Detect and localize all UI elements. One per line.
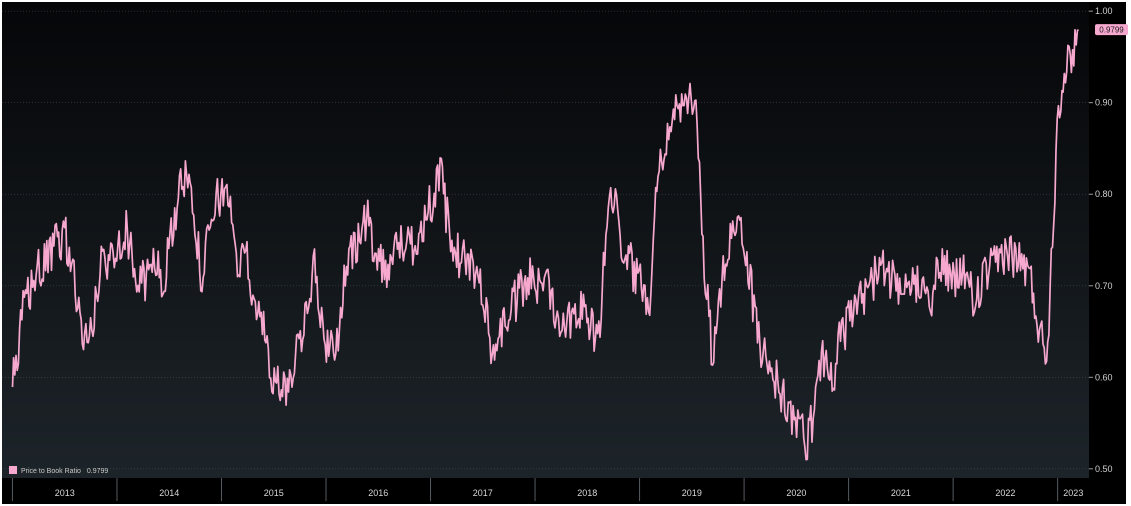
x-axis-background — [2, 478, 1126, 504]
x-axis: 2013 2014 2015 2016 2017 2018 2019 2020 2021 2022… — [11, 478, 1083, 501]
x-tick-label: 2015 — [264, 488, 284, 498]
y-tick-label: 1.00 — [1095, 6, 1113, 16]
y-axis-background — [1089, 2, 1126, 478]
y-tick-label: 0.60 — [1095, 372, 1113, 382]
x-tick-label: 2023 — [1063, 488, 1083, 498]
y-axis: 0.50 0.60 0.70 0.80 0.90 1.00 — [1089, 6, 1113, 474]
grid-lines — [2, 10, 1089, 470]
series-group — [11, 28, 1080, 461]
x-tick-label: 2017 — [473, 488, 493, 498]
legend-swatch — [9, 466, 17, 474]
x-tick-label: 2016 — [368, 488, 388, 498]
legend-series-value: 0.9799 — [87, 468, 109, 475]
y-tick-label: 0.80 — [1095, 189, 1113, 199]
last-value-marker: 0.9799 — [1095, 24, 1128, 36]
x-tick-label: 2020 — [786, 488, 806, 498]
y-tick-label: 0.50 — [1095, 464, 1113, 474]
y-tick-label: 0.90 — [1095, 98, 1113, 108]
x-tick-label: 2013 — [55, 488, 75, 498]
last-value-label: 0.9799 — [1099, 26, 1124, 35]
x-tick-label: 2022 — [995, 488, 1015, 498]
plot-background — [2, 2, 1089, 478]
x-tick-label: 2021 — [891, 488, 911, 498]
x-tick-label: 2018 — [577, 488, 597, 498]
x-tick-label: 2014 — [159, 488, 179, 498]
price-to-book-line — [11, 28, 1080, 461]
x-tick-label: 2019 — [682, 488, 702, 498]
last-value-box — [1095, 24, 1128, 36]
y-tick-label: 0.70 — [1095, 281, 1113, 291]
legend-series-name: Price to Book Ratio — [21, 468, 81, 475]
legend-label: Price to Book Ratio 0.9799 — [21, 468, 108, 475]
legend: Price to Book Ratio 0.9799 — [9, 466, 108, 475]
